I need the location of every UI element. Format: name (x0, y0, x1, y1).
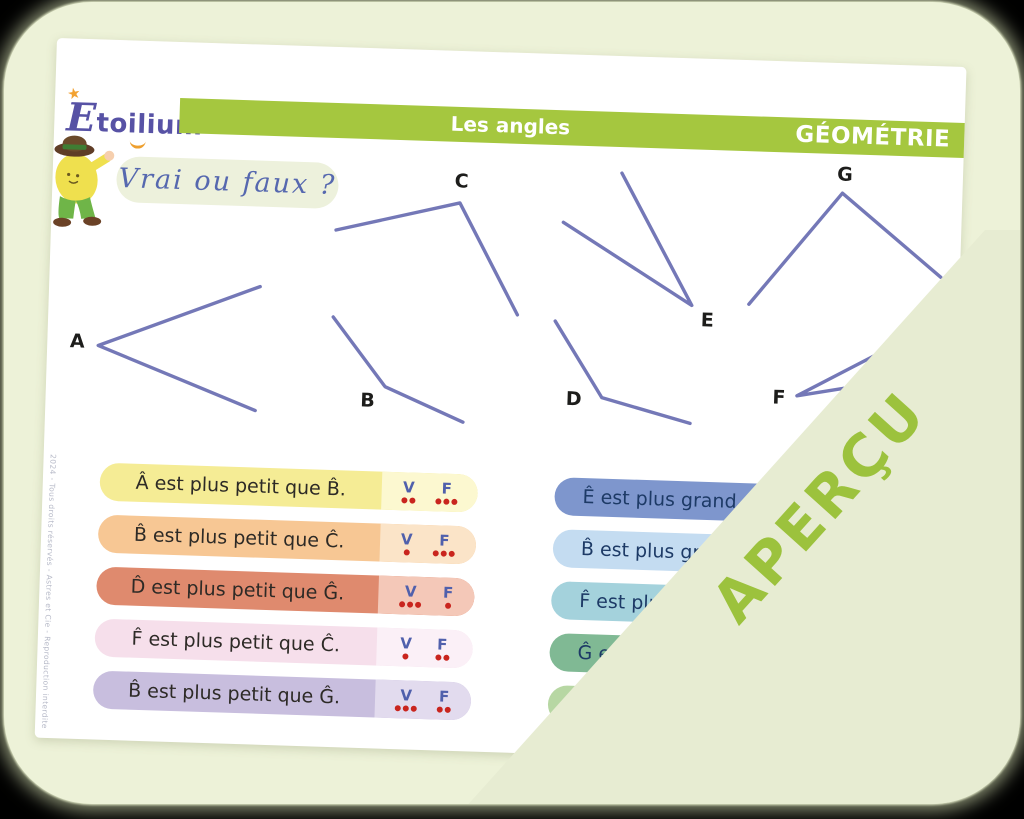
statement-row: D̂ est plus petit que Ĝ. V F (95, 566, 475, 617)
background-mat: ★ Etoilium Les angles GÉOMÉTRIE (4, 2, 1020, 804)
mascot-illustration (53, 135, 115, 227)
statement-text: F̂ est plus petit que Ĉ. (131, 627, 341, 657)
faux-dots (434, 653, 450, 661)
statement-row: F̂ est plus petit que Ĉ. V F (94, 618, 474, 669)
vrai-dots (394, 704, 417, 712)
svg-text:E: E (700, 309, 714, 331)
faux-dots (444, 602, 451, 609)
faux-dots (436, 705, 451, 713)
vrai-dots (399, 600, 422, 608)
statements-left-column: Â est plus petit que B̂. V F B̂ est plus… (92, 462, 479, 735)
statement-text (549, 685, 927, 697)
svg-text:A: A (70, 330, 86, 352)
svg-text:C: C (454, 170, 469, 192)
svg-text:F: F (772, 387, 786, 409)
statement-text: D̂ est plus petit que Ĝ. (130, 575, 345, 605)
statement-row: B̂ est plus petit que Ĉ. V F (97, 514, 477, 565)
statement-row: B̂ est plus petit que Ĝ. V F (92, 670, 472, 721)
vrai-label: V (400, 529, 413, 549)
vrai-label: V (400, 685, 413, 705)
answer-zone: V F (379, 523, 477, 565)
statement-text: B̂ est plus petit que Ĉ. (133, 523, 345, 553)
vrai-label: V (404, 581, 417, 601)
faux-label: F (438, 530, 450, 550)
statement-text: Â est plus petit que B̂. (135, 471, 347, 501)
svg-text:G: G (837, 163, 853, 185)
faux-dots (435, 497, 458, 505)
vrai-dots (402, 652, 409, 660)
faux-label: F (442, 583, 454, 602)
faux-label: F (436, 634, 448, 654)
statement-text: B̂ est plus petit que Ĝ. (127, 679, 341, 709)
faux-label: F (438, 687, 450, 706)
worksheet: ★ Etoilium Les angles GÉOMÉTRIE (34, 38, 967, 767)
statement-row (547, 685, 927, 736)
answer-zone: V F (381, 471, 479, 513)
answer-zone: V F (374, 679, 472, 721)
svg-text:D: D (565, 388, 581, 410)
vrai-label: V (402, 477, 415, 497)
faux-dots (432, 549, 456, 557)
vrai-label: V (400, 633, 413, 653)
svg-text:B: B (360, 389, 375, 411)
answer-zone: V F (377, 575, 475, 617)
vrai-dots (403, 548, 410, 556)
answer-zone: V F (376, 627, 474, 669)
faux-label: F (441, 479, 453, 498)
vrai-dots (401, 496, 416, 504)
